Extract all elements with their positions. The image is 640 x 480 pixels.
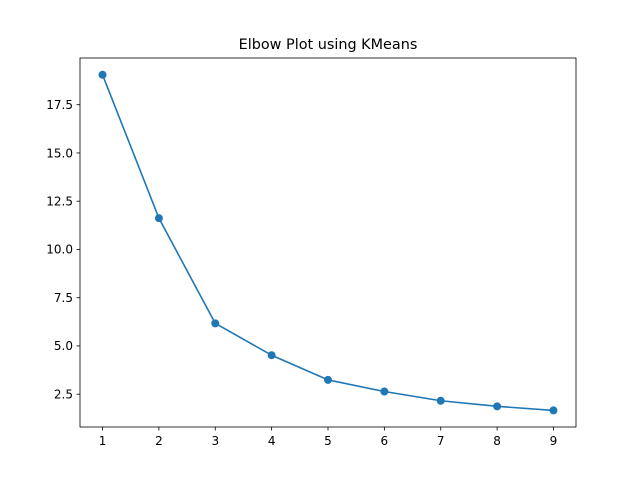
x-axis: 1 2 3 4 5 6 7 8 9 (99, 427, 558, 448)
y-tick-label: 2.5 (54, 387, 73, 401)
data-point (211, 319, 220, 328)
y-tick-label: 17.5 (46, 98, 73, 112)
y-axis: 2.5 5.0 7.5 10.0 12.5 15.0 17.5 (46, 98, 80, 401)
data-point (324, 375, 332, 384)
x-tick-label: 9 (550, 434, 558, 448)
y-tick-label: 12.5 (46, 194, 73, 208)
y-tick-label: 7.5 (54, 291, 73, 305)
data-point (154, 214, 163, 223)
x-tick-label: 1 (99, 434, 107, 448)
y-tick-label: 15.0 (46, 146, 73, 160)
x-tick-label: 7 (437, 434, 445, 448)
plot-area (98, 70, 558, 415)
x-tick-label: 8 (493, 434, 501, 448)
chart-title: Elbow Plot using KMeans (239, 37, 418, 53)
data-point (549, 406, 558, 415)
data-point (493, 402, 502, 411)
data-point (436, 396, 445, 405)
data-point (380, 387, 389, 396)
y-tick-label: 10.0 (46, 243, 73, 257)
x-tick-label: 6 (381, 434, 389, 448)
x-tick-label: 4 (268, 434, 276, 448)
x-tick-label: 2 (155, 434, 163, 448)
data-point (98, 70, 107, 79)
axes-frame (79, 57, 577, 428)
y-tick-label: 5.0 (54, 339, 73, 353)
data-point (267, 351, 276, 360)
x-tick-label: 5 (324, 434, 332, 448)
x-tick-label: 3 (211, 434, 219, 448)
